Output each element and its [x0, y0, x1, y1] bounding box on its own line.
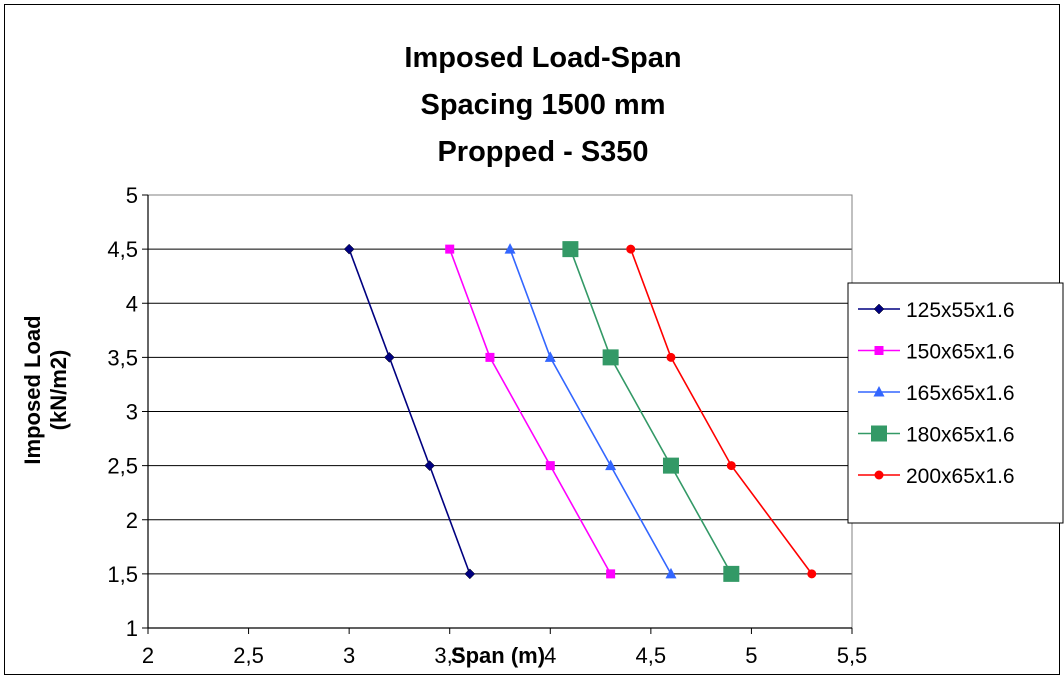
series-3-point-1	[602, 349, 619, 366]
series-1-point-2	[545, 461, 555, 471]
series-4-point-2	[726, 461, 736, 471]
y-tick-label-7: 4,5	[107, 237, 138, 262]
series-0-point-3	[464, 568, 476, 580]
x-tick-label-0: 2	[142, 643, 154, 668]
series-3-point-3	[723, 565, 740, 582]
chart-title-line-1: Imposed Load-Span	[404, 42, 681, 74]
x-axis-title: Span (m)	[451, 643, 545, 668]
series-line-4	[629, 248, 813, 575]
legend-item-4: 200x65x1.6	[858, 465, 1015, 488]
series-2-point-2	[605, 459, 617, 471]
series-0-point-2	[424, 460, 435, 471]
y-tick-label-1: 1,5	[107, 562, 138, 587]
y-axis-title: Imposed Load (kN/m2)	[20, 315, 71, 464]
series-line-3	[569, 248, 733, 575]
series-4-point-0	[626, 244, 636, 254]
series-line-0	[348, 248, 471, 575]
series-2-point-0	[504, 243, 516, 254]
series-3-point-2	[662, 457, 679, 474]
series-1	[445, 244, 616, 579]
legend: 125x55x1.6 150x65x1.6 165x65x1.6 180x65x1.6…	[847, 282, 1064, 524]
legend-label-1: 150x65x1.6	[906, 341, 1015, 364]
x-tick-label-2: 3	[343, 643, 355, 668]
axes	[142, 194, 853, 634]
series-0-point-0	[343, 243, 355, 255]
y-axis-title-line-2: (kN/m2)	[46, 350, 71, 431]
y-tick-label-8: 5	[126, 183, 138, 208]
legend-item-1: 150x65x1.6	[858, 341, 1015, 364]
series-0-point-1	[384, 352, 395, 363]
y-tick-labels: 1 1,5 2 2,5 3 3,5 4 4,5 5	[107, 183, 138, 641]
legend-label-2: 165x65x1.6	[906, 382, 1015, 405]
series-4	[626, 244, 817, 579]
x-tick-label-7: 5,5	[837, 643, 868, 668]
legend-marker-1	[874, 346, 884, 355]
y-tick-label-2: 2	[126, 508, 138, 533]
y-tick-label-3: 2,5	[107, 454, 138, 479]
series-line-2	[509, 248, 672, 575]
legend-item-2: 165x65x1.6	[858, 382, 1015, 405]
legend-label-0: 125x55x1.6	[906, 299, 1015, 322]
x-tick-label-1: 2,5	[233, 643, 264, 668]
series-2-point-3	[665, 567, 677, 579]
y-tick-label-5: 3,5	[107, 345, 138, 370]
series-2-point-1	[544, 351, 556, 362]
y-tick-label-4: 3	[126, 400, 138, 425]
series-1-point-0	[445, 244, 455, 254]
legend-marker-3	[871, 425, 887, 442]
data-series	[343, 241, 817, 582]
legend-marker-4	[874, 470, 884, 480]
y-tick-label-6: 4	[126, 291, 138, 316]
y-axis-title-line-1: Imposed Load	[20, 315, 45, 464]
gridlines	[148, 194, 852, 575]
y-tick-label-0: 1	[126, 616, 138, 641]
x-tick-label-6: 5	[745, 643, 757, 668]
series-1-point-1	[485, 352, 495, 362]
legend-item-0: 125x55x1.6	[858, 299, 1015, 322]
legend-marker-2	[873, 386, 885, 397]
series-line-1	[448, 248, 612, 575]
x-tick-labels: 2 2,5 3 3,5 4 4,5 5 5,5	[142, 643, 867, 668]
legend-marker-0	[873, 303, 885, 315]
series-0	[343, 243, 476, 580]
legend-box	[847, 282, 1064, 524]
legend-item-3: 180x65x1.6	[858, 424, 1015, 447]
chart-title-line-2: Spacing 1500 mm	[421, 89, 666, 121]
legend-label-4: 200x65x1.6	[906, 465, 1015, 488]
x-tick-label-5: 4,5	[636, 643, 667, 668]
series-1-point-3	[606, 569, 616, 579]
legend-label-3: 180x65x1.6	[906, 424, 1015, 447]
chart-title: Imposed Load-Span Spacing 1500 mm Proppe…	[404, 42, 681, 168]
x-tick-label-3: 3,5	[434, 643, 465, 668]
chart-title-line-3: Propped - S350	[437, 136, 648, 168]
series-4-point-1	[666, 352, 676, 362]
series-3-point-0	[562, 241, 579, 258]
x-tick-label-4: 4	[544, 643, 556, 668]
series-3	[562, 241, 740, 582]
series-2	[504, 243, 677, 579]
series-4-point-3	[807, 569, 817, 579]
